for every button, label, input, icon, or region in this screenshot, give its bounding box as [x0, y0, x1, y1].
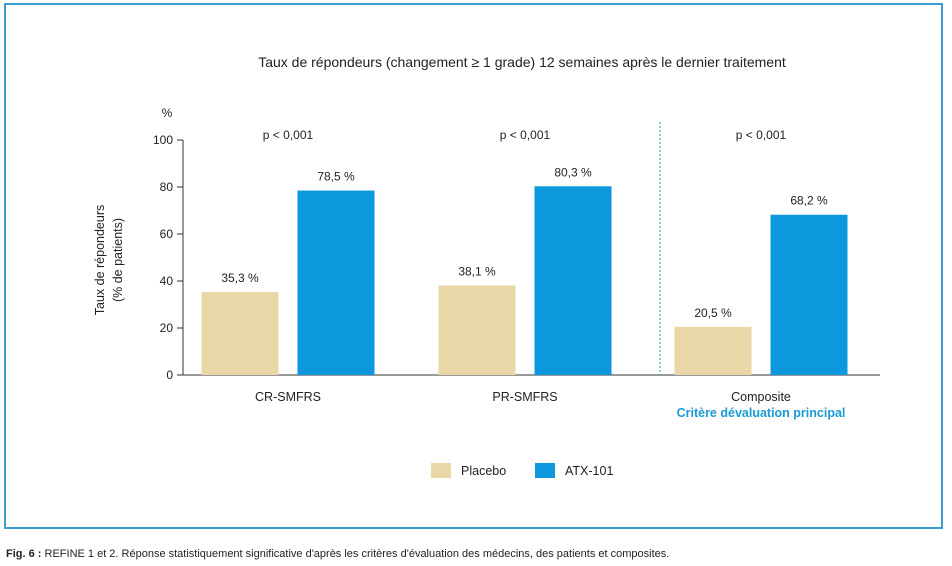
bar-atx-101-1: [297, 190, 375, 375]
y-tick-label: 100: [153, 133, 173, 147]
plot-area: 0 20 40 60 80 100 35,3 % 78,5 % p < 0,001 CR-SMFR…: [153, 122, 880, 420]
bar-atx-101-3: [770, 214, 848, 375]
y-unit-label: %: [162, 106, 173, 120]
data-label: 38,1 %: [458, 264, 496, 278]
x-category-label: CR-SMFRS: [255, 390, 321, 404]
y-tick-label: 20: [160, 321, 174, 335]
legend: Placebo ATX-101: [431, 463, 613, 478]
bar-placebo-2: [438, 285, 516, 375]
x-category-label: Composite: [731, 390, 791, 404]
y-tick-label: 0: [166, 368, 173, 382]
p-value-label: p < 0,001: [736, 128, 787, 142]
data-label: 35,3 %: [221, 271, 259, 285]
chart: Taux de répondeurs (changement ≥ 1 grade…: [93, 54, 880, 478]
data-label: 68,2 %: [790, 194, 828, 208]
bar-placebo-1: [201, 292, 279, 375]
y-tick-label: 80: [160, 180, 174, 194]
legend-label: ATX-101: [565, 464, 613, 478]
bar-placebo-3: [674, 326, 752, 375]
legend-label: Placebo: [461, 464, 506, 478]
y-axis-title-line-2: (% de patients): [111, 218, 125, 302]
caption-text: REFINE 1 et 2. Réponse statistiquement s…: [41, 548, 670, 560]
data-label: 20,5 %: [694, 306, 732, 320]
y-axis-title: Taux de répondeurs (% de patients): [93, 205, 125, 316]
y-tick-label: 60: [160, 227, 174, 241]
figure-caption: Fig. 6 : REFINE 1 et 2. Réponse statisti…: [6, 548, 669, 560]
data-label: 80,3 %: [554, 165, 592, 179]
y-axis-title-line-1: Taux de répondeurs: [93, 205, 107, 316]
data-label: 78,5 %: [317, 170, 355, 184]
caption-prefix: Fig. 6 :: [6, 548, 42, 560]
bar-atx-101-2: [534, 186, 612, 375]
p-value-label: p < 0,001: [263, 128, 314, 142]
p-value-label: p < 0,001: [500, 128, 551, 142]
legend-swatch: [535, 463, 555, 478]
x-category-label: PR-SMFRS: [492, 390, 557, 404]
x-category-sublabel: Critère dévaluation principal: [677, 406, 846, 420]
y-tick-label: 40: [160, 274, 174, 288]
legend-swatch: [431, 463, 451, 478]
chart-title: Taux de répondeurs (changement ≥ 1 grade…: [258, 54, 786, 70]
